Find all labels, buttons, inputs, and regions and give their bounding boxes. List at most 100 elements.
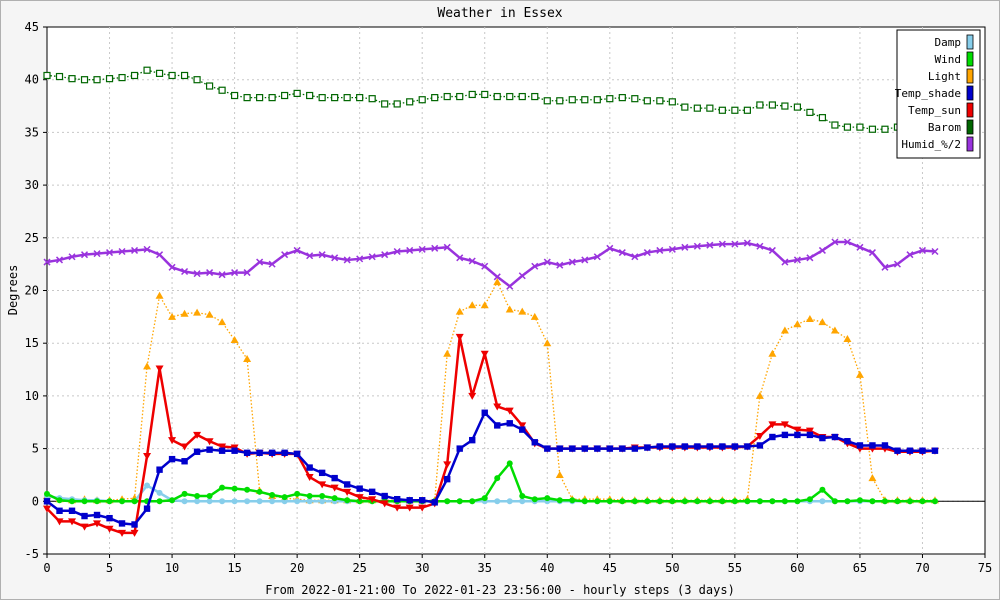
data-point <box>505 305 514 313</box>
data-point <box>693 242 701 250</box>
data-point <box>43 505 51 513</box>
data-point-stroke <box>768 246 776 254</box>
legend-item: Humid_%/2 <box>901 136 974 152</box>
data-point <box>756 498 763 505</box>
data-point <box>643 249 651 257</box>
data-point-stroke <box>318 251 326 259</box>
data-point <box>205 82 214 90</box>
series-temp-shade <box>43 409 939 528</box>
legend-swatch <box>966 68 974 84</box>
data-point <box>281 251 289 259</box>
data-point-stroke <box>756 242 764 250</box>
data-point <box>93 511 101 519</box>
data-point <box>455 333 464 341</box>
data-point <box>143 66 151 74</box>
series-line-humid-2 <box>46 240 936 288</box>
data-point <box>380 500 389 508</box>
data-point-stroke <box>468 257 476 265</box>
data-point <box>606 95 614 103</box>
data-point <box>318 94 326 102</box>
data-point-stroke <box>568 258 576 266</box>
data-point <box>731 240 739 248</box>
data-point <box>368 488 376 496</box>
data-point <box>931 498 938 505</box>
data-point <box>456 498 463 505</box>
data-point <box>193 448 201 455</box>
data-point <box>431 499 438 506</box>
data-point <box>506 498 513 505</box>
data-point <box>881 125 889 133</box>
data-point <box>631 95 639 103</box>
data-point <box>831 498 838 505</box>
data-point <box>881 263 889 271</box>
data-point <box>155 365 164 373</box>
data-point <box>855 370 864 378</box>
data-point <box>480 301 489 309</box>
data-point <box>93 250 101 258</box>
data-point <box>118 247 126 256</box>
data-point-stroke <box>106 249 114 257</box>
data-point <box>856 497 863 504</box>
data-point <box>644 498 651 505</box>
data-point-stroke <box>706 241 714 249</box>
data-point <box>543 97 551 105</box>
data-point-stroke <box>456 254 464 262</box>
data-point <box>806 496 813 503</box>
data-point-stroke <box>493 273 501 281</box>
data-point <box>293 450 301 458</box>
y-tick-label: 45 <box>25 20 39 34</box>
data-point <box>206 269 214 277</box>
data-point <box>281 494 288 501</box>
data-point-stroke <box>443 243 451 251</box>
data-point <box>231 91 239 100</box>
data-point <box>581 498 588 505</box>
data-point <box>256 258 264 266</box>
data-point <box>906 251 914 259</box>
data-point <box>443 461 452 469</box>
data-point-stroke <box>918 246 926 254</box>
x-tick-label: 70 <box>915 561 929 575</box>
data-point <box>356 255 364 263</box>
data-point <box>393 100 401 108</box>
data-point-stroke <box>231 269 239 277</box>
data-point <box>543 258 551 266</box>
data-point <box>868 474 877 482</box>
x-tick-label: 15 <box>227 561 241 575</box>
data-point <box>368 496 377 504</box>
data-point <box>168 263 176 271</box>
data-point <box>206 446 213 453</box>
data-point <box>356 485 363 492</box>
data-point <box>281 449 288 457</box>
data-point <box>381 251 389 259</box>
data-point <box>493 403 502 411</box>
data-point <box>269 491 276 498</box>
x-tick-label: 75 <box>978 561 992 575</box>
data-point <box>669 498 676 505</box>
data-point <box>931 447 939 454</box>
data-point <box>343 488 352 496</box>
x-tick-label: 45 <box>603 561 617 575</box>
data-point <box>706 443 714 450</box>
data-point <box>781 498 788 505</box>
data-point <box>531 439 538 446</box>
data-point <box>281 498 288 505</box>
data-point <box>219 484 226 491</box>
data-point <box>94 498 101 505</box>
data-point-stroke <box>718 240 726 248</box>
data-point <box>106 514 113 522</box>
data-point <box>268 449 276 457</box>
data-point <box>156 466 163 473</box>
data-point <box>906 447 914 454</box>
data-point <box>518 272 526 280</box>
data-point <box>406 246 414 254</box>
x-tick-label: 65 <box>853 561 867 575</box>
data-point-stroke <box>206 269 214 277</box>
data-point <box>756 101 764 109</box>
data-point <box>168 455 176 463</box>
y-tick-label: -5 <box>25 547 39 561</box>
data-point <box>406 497 413 504</box>
data-point <box>130 529 139 537</box>
data-point <box>244 486 251 493</box>
data-point <box>56 507 63 514</box>
